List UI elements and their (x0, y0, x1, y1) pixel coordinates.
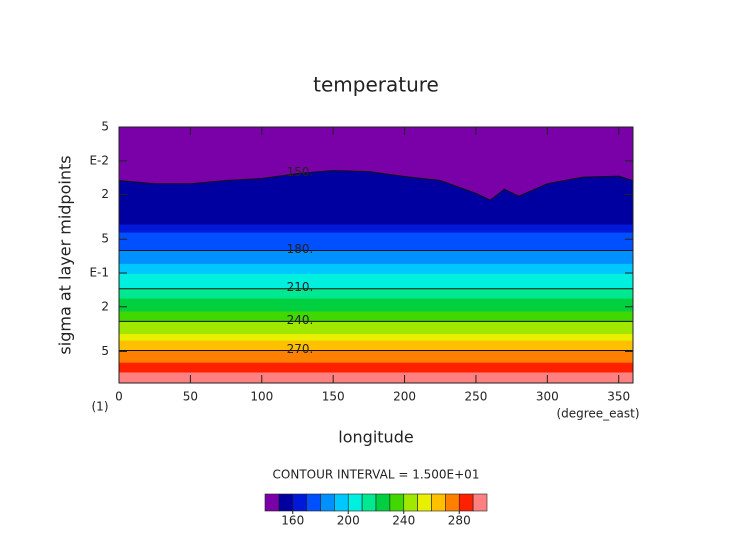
x-tick-label: 300 (536, 390, 559, 404)
colorbar-segment (417, 493, 432, 512)
colorbar-segment (264, 493, 280, 512)
colorbar-tick-label: 280 (448, 514, 471, 528)
y-tick-label: 5 (101, 120, 109, 134)
band (119, 372, 633, 383)
colorbar-segment (403, 493, 418, 512)
x-tick-label: 350 (607, 390, 630, 404)
colorbar-segment (306, 493, 321, 512)
contour-label: 150. (287, 165, 314, 179)
plot-frame (118, 126, 634, 384)
colorbar-segment (361, 493, 377, 512)
colorbar-tick-label: 200 (337, 514, 360, 528)
y-tick-label: 5 (101, 232, 109, 246)
colorbar-segment (472, 493, 488, 512)
x-tick-label: 200 (393, 390, 416, 404)
colorbar-segment (389, 493, 405, 512)
colorbar-segment (431, 493, 446, 512)
contour-interval: CONTOUR INTERVAL = 1.500E+01 (273, 468, 480, 482)
chart-title: temperature (313, 73, 439, 97)
y-tick-label: 5 (101, 344, 109, 358)
y-tick-label: 2 (101, 299, 109, 313)
x-axis-label: longitude (338, 428, 413, 447)
colorbar-segment (347, 493, 363, 512)
colorbar-segment (375, 493, 391, 512)
contour-label: 210. (287, 280, 314, 294)
contour-label: 240. (287, 313, 314, 327)
y-tick-label: E-2 (89, 153, 109, 167)
x-tick-label: 100 (250, 390, 273, 404)
contour-label: 270. (287, 342, 314, 356)
colorbar-tick-label: 240 (392, 514, 415, 528)
y-unit: (1) (92, 400, 109, 414)
x-tick-label: 50 (183, 390, 198, 404)
x-tick-label: 150 (322, 390, 345, 404)
colorbar-segment (334, 493, 349, 512)
y-axis-label: sigma at layer midpoints (56, 155, 75, 354)
contour-line (118, 169, 634, 201)
x-tick-label: 0 (115, 390, 123, 404)
colorbar-tick-label: 160 (281, 514, 304, 528)
y-tick-label: 2 (101, 187, 109, 201)
colorbar-segment (445, 493, 460, 512)
colorbar-segment (320, 493, 335, 512)
contour-label: 180. (287, 242, 314, 256)
colorbar-segment (278, 493, 294, 512)
colorbar-segment (292, 493, 307, 512)
y-tick-label: E-1 (89, 266, 109, 280)
x-tick-label: 250 (464, 390, 487, 404)
colorbar-segment (458, 493, 474, 512)
x-unit: (degree_east) (556, 407, 639, 421)
